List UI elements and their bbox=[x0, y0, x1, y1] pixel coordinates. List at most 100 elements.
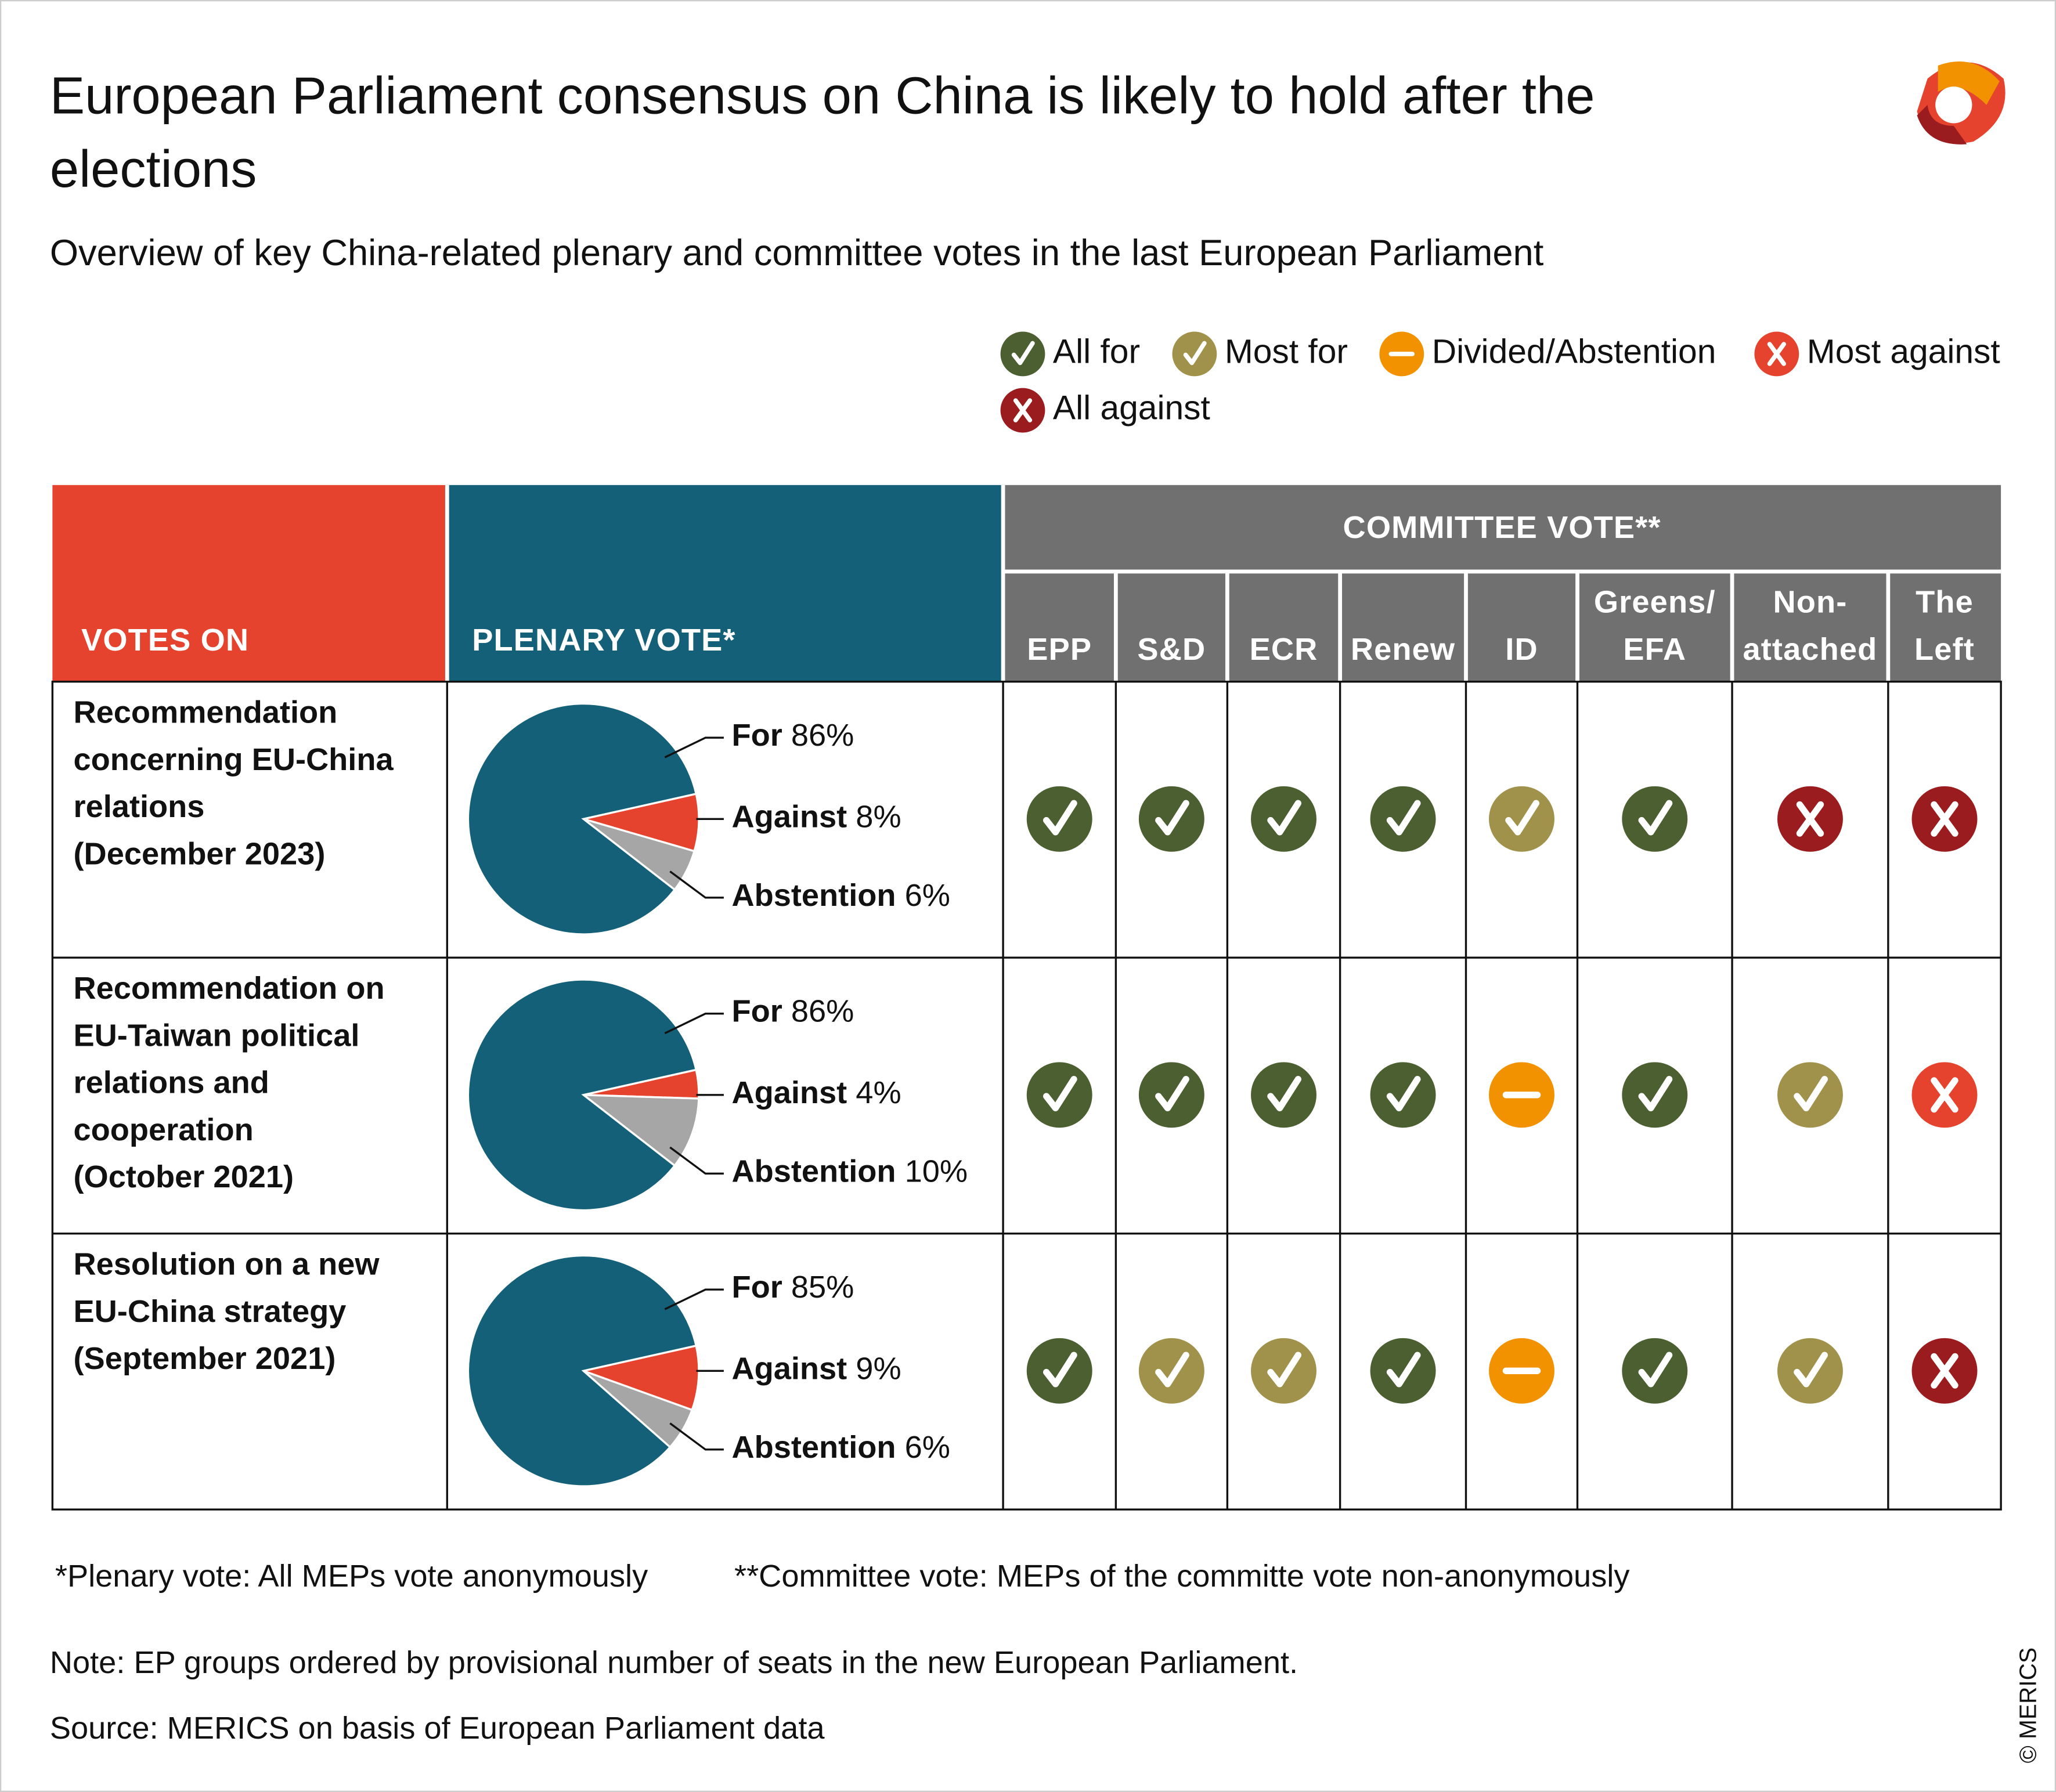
leader-line bbox=[669, 1146, 724, 1175]
group-label: Renew bbox=[1351, 632, 1455, 667]
header-cell bbox=[447, 485, 1004, 682]
icon-circle bbox=[1251, 786, 1316, 852]
vote-icon bbox=[1777, 1338, 1843, 1404]
icon-circle bbox=[1138, 1338, 1204, 1404]
icon-circle bbox=[1777, 1338, 1843, 1404]
pie-label: For 86% bbox=[731, 718, 854, 753]
icon-check bbox=[1043, 1076, 1077, 1112]
icon-circle bbox=[1370, 1062, 1436, 1128]
icon-circle bbox=[1622, 1338, 1688, 1404]
slice-name: For bbox=[731, 718, 782, 753]
row-title: cooperation bbox=[74, 1112, 254, 1147]
logo bbox=[1917, 61, 2005, 144]
icon-cross bbox=[1931, 801, 1958, 837]
vote-icon bbox=[1911, 1338, 1978, 1404]
legend-label: Most against bbox=[1807, 333, 2000, 370]
note: Note: EP groups ordered by provisional n… bbox=[50, 1645, 1298, 1680]
slice-name: Against bbox=[731, 800, 847, 834]
icon-cross bbox=[1767, 342, 1786, 366]
row-title: concerning EU-China bbox=[74, 742, 394, 777]
vote-icon bbox=[1026, 786, 1092, 852]
icon-check bbox=[1183, 341, 1207, 366]
icon-check bbox=[1011, 341, 1035, 366]
row-title: Recommendation bbox=[74, 695, 338, 729]
leader-line bbox=[664, 1288, 724, 1310]
slice-value: 10% bbox=[905, 1154, 968, 1189]
header-label: PLENARY VOTE* bbox=[472, 623, 735, 657]
vote-icon bbox=[1379, 331, 1424, 377]
icon-check bbox=[1505, 800, 1539, 836]
icon-check bbox=[1043, 1352, 1077, 1388]
slice-name: For bbox=[731, 994, 782, 1029]
legend-label: All for bbox=[1053, 333, 1140, 370]
table-border bbox=[51, 680, 2002, 1511]
slice-name: Against bbox=[731, 1352, 847, 1386]
icon-circle bbox=[1172, 331, 1217, 377]
group-label: Left bbox=[1914, 632, 1975, 667]
icon-circle bbox=[1622, 1062, 1688, 1128]
pie-slice bbox=[583, 792, 700, 852]
icon-check bbox=[1638, 800, 1673, 836]
icon-check bbox=[1794, 1352, 1828, 1388]
icon-check bbox=[1267, 800, 1301, 836]
icon-circle bbox=[1489, 786, 1554, 852]
vote-icon bbox=[1251, 1062, 1316, 1128]
slice-value: 85% bbox=[791, 1270, 854, 1305]
vote-icon bbox=[1489, 1062, 1554, 1128]
icon-cross bbox=[1931, 1077, 1958, 1113]
source: Source: MERICS on basis of European Parl… bbox=[50, 1711, 825, 1746]
footnote: *Plenary vote: All MEPs vote anonymously bbox=[55, 1559, 648, 1594]
vote-icon bbox=[1251, 1338, 1316, 1404]
icon-check bbox=[1155, 1076, 1189, 1112]
leader-line bbox=[669, 1422, 724, 1451]
pie-slice bbox=[467, 702, 698, 935]
row-title: Resolution on a new bbox=[74, 1247, 380, 1281]
vote-icon bbox=[1777, 786, 1843, 852]
icon-check bbox=[1386, 1352, 1421, 1388]
title: European Parliament consensus on China i… bbox=[50, 67, 1595, 125]
vote-icon bbox=[1622, 786, 1688, 852]
vote-icon bbox=[1138, 1338, 1204, 1404]
vote-icon bbox=[1754, 331, 1799, 377]
legend-label: Most for bbox=[1225, 333, 1348, 370]
slice-name: Against bbox=[731, 1075, 847, 1110]
slice-value: 6% bbox=[905, 1430, 950, 1465]
row-title: EU-Taiwan political bbox=[74, 1018, 360, 1053]
row-title: (December 2023) bbox=[74, 836, 326, 871]
icon-circle bbox=[1138, 1062, 1204, 1128]
icon-cross bbox=[1796, 801, 1824, 837]
slice-value: 9% bbox=[856, 1352, 901, 1386]
vote-icon bbox=[1026, 1062, 1092, 1128]
icon-circle bbox=[1251, 1338, 1316, 1404]
icon-cross bbox=[1013, 398, 1033, 422]
group-label: Non- bbox=[1773, 585, 1847, 620]
leader-line bbox=[664, 736, 724, 758]
icon-check bbox=[1155, 1352, 1189, 1388]
pie-label: Against 8% bbox=[731, 800, 901, 834]
pie-slice bbox=[467, 1254, 698, 1487]
icon-circle bbox=[1622, 786, 1688, 852]
vote-icon bbox=[1172, 331, 1217, 377]
slice-value: 86% bbox=[791, 994, 854, 1029]
slice-value: 4% bbox=[856, 1075, 901, 1110]
group-label: EFA bbox=[1623, 632, 1686, 667]
pie-label: For 86% bbox=[731, 994, 854, 1029]
row-title: (October 2021) bbox=[74, 1159, 294, 1194]
copyright: © MERICS bbox=[2015, 1648, 2041, 1763]
header-label: COMMITTEE VOTE** bbox=[1343, 510, 1661, 545]
slice-name: Abstention bbox=[731, 1154, 896, 1189]
icon-check bbox=[1155, 800, 1189, 836]
vote-icon bbox=[1370, 786, 1436, 852]
title: elections bbox=[50, 140, 257, 198]
pie-label: Against 9% bbox=[731, 1352, 901, 1386]
row-title: Recommendation on bbox=[74, 971, 385, 1006]
header-cell bbox=[52, 485, 448, 682]
row-title: relations bbox=[74, 789, 205, 824]
vote-icon bbox=[1911, 786, 1978, 852]
group-label: EPP bbox=[1027, 632, 1092, 667]
icon-check bbox=[1267, 1076, 1301, 1112]
icon-circle bbox=[1777, 1062, 1843, 1128]
icon-cross bbox=[1931, 1353, 1958, 1389]
